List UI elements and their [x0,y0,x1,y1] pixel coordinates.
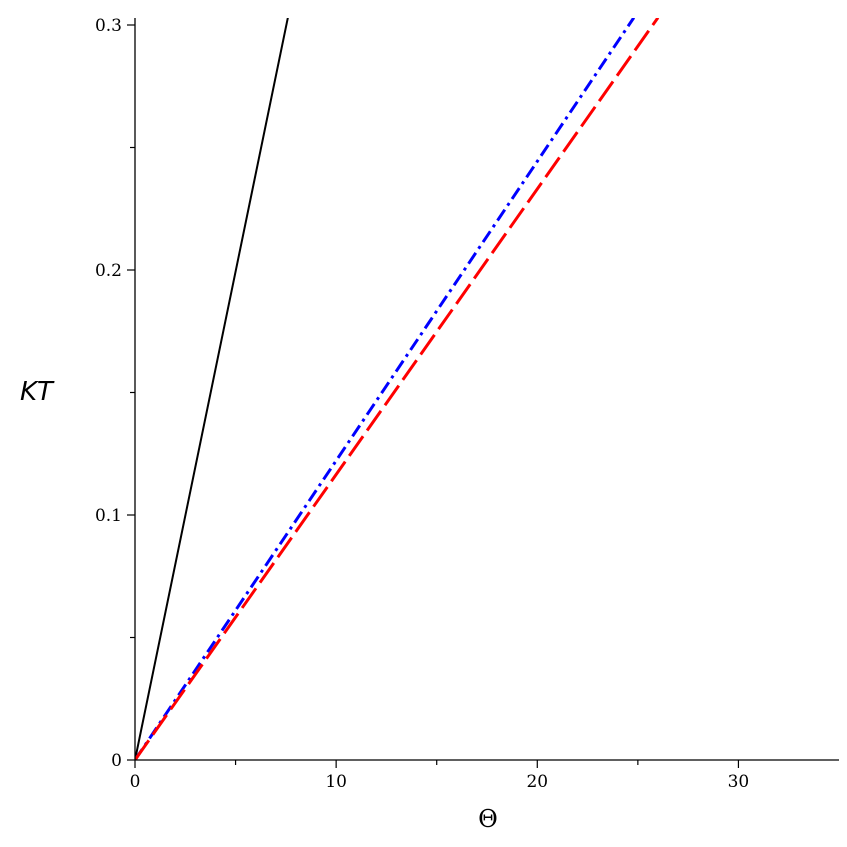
series-line-2 [135,18,636,760]
plot-lines [135,18,660,760]
y-tick-label: 0 [111,751,122,771]
x-tick-label: 0 [130,772,141,792]
series-line-3 [135,18,660,760]
y-tick-label: 0.3 [95,16,122,36]
tick-labels: 0 10 20 30 0 0.1 0.2 0.3 [95,16,749,792]
series-line-1 [135,18,289,760]
y-tick-label: 0.1 [95,506,122,526]
x-tick-label: 30 [728,772,750,792]
ticks [127,24,740,768]
y-tick-label: 0.2 [95,261,122,281]
y-axis-title: KT [20,377,55,407]
x-tick-label: 10 [325,772,347,792]
x-axis-title: Θ [478,805,498,833]
axes [134,18,839,761]
x-tick-label: 20 [526,772,548,792]
